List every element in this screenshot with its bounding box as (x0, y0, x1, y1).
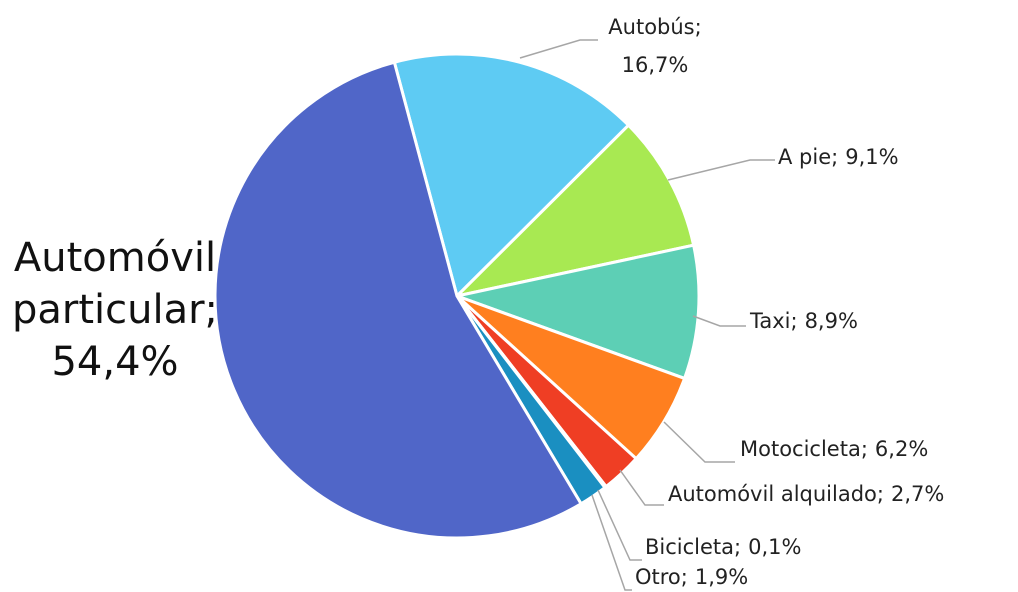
data-label: Motocicleta; 6,2% (740, 437, 928, 461)
leader-line (663, 421, 735, 463)
data-label: Automóvil alquilado; 2,7% (668, 482, 944, 506)
value-label: 9,1% (845, 145, 898, 169)
value-label: 16,7% (622, 53, 689, 77)
data-label: Taxi; 8,9% (749, 309, 858, 333)
data-label: A pie; 9,1% (778, 145, 899, 169)
pie-slice (392, 52, 631, 299)
pie-slice (213, 60, 584, 540)
value-label: 8,9% (805, 309, 858, 333)
leader-line (619, 469, 664, 506)
leader-line (597, 489, 642, 561)
value-label: 2,7% (891, 482, 944, 506)
leader-line (591, 494, 632, 591)
category-label: Otro; (635, 565, 688, 589)
category-label: Motocicleta; (740, 437, 868, 461)
category-label: Taxi; (749, 309, 798, 333)
category-label: Automóvil alquilado; (668, 482, 884, 506)
value-label: 54,4% (51, 339, 179, 385)
category-label: Autobús; (608, 15, 701, 39)
value-label: 6,2% (875, 437, 928, 461)
data-label: Otro; 1,9% (635, 565, 748, 589)
category-label: Automóvil particular; (11, 235, 219, 333)
category-label: Bicicleta; (645, 535, 741, 559)
pie-slice (451, 243, 701, 381)
big-label: Automóvil particular; 54,4% (10, 232, 220, 388)
data-label: Bicicleta; 0,1% (645, 535, 801, 559)
value-label: 1,9% (695, 565, 748, 589)
leader-line (667, 159, 775, 181)
pie-slice (452, 123, 696, 299)
value-label: 0,1% (748, 535, 801, 559)
category-label: A pie; (778, 145, 838, 169)
leader-line (692, 315, 746, 327)
leader-line (519, 39, 598, 59)
